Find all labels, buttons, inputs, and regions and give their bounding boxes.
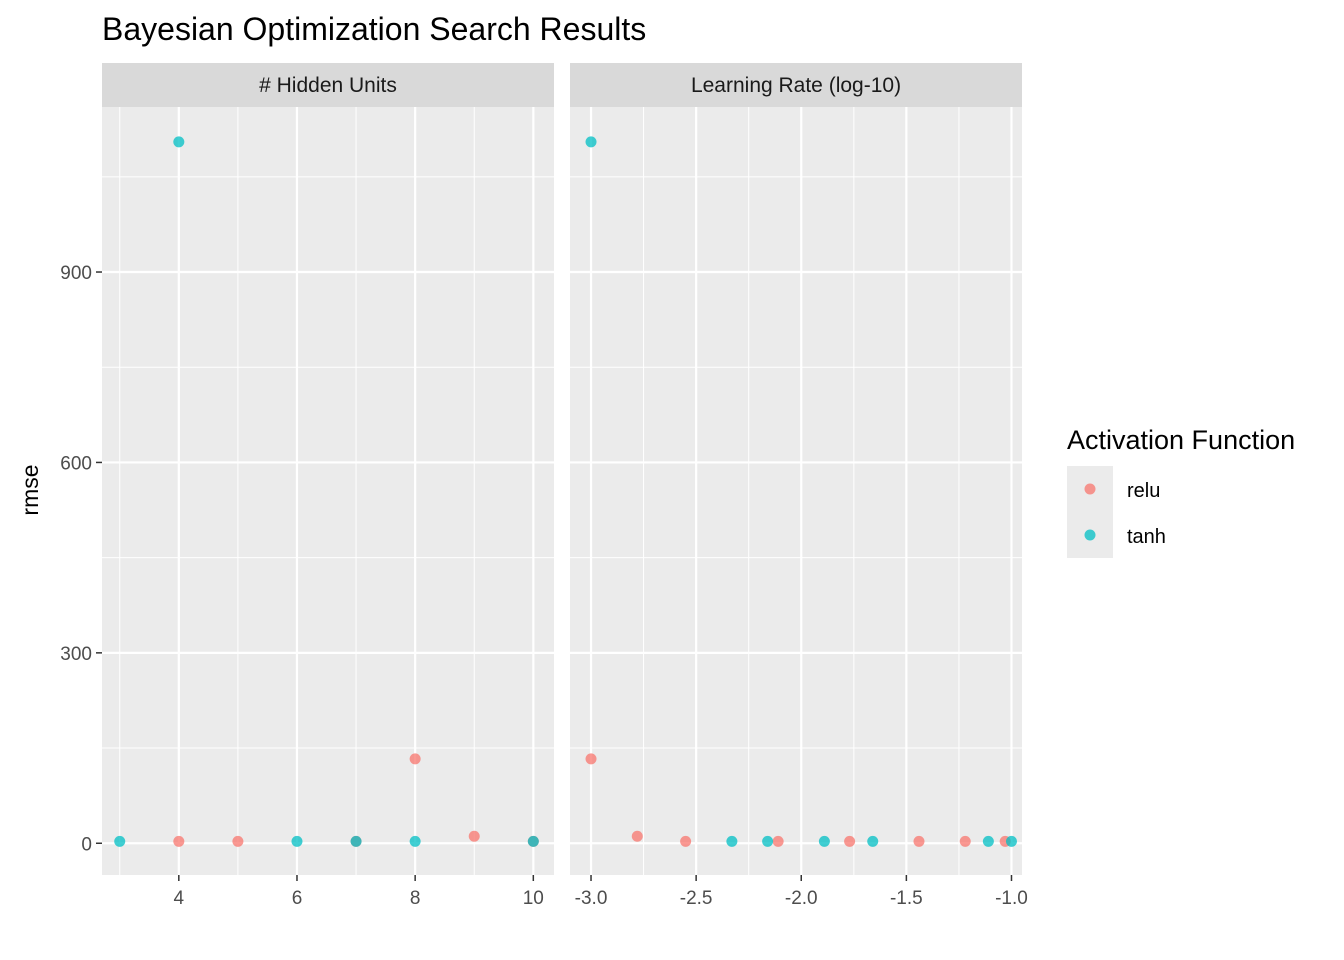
legend: Activation Function relu tanh xyxy=(1067,425,1295,558)
data-point-relu xyxy=(409,753,421,765)
x-tick-label: 8 xyxy=(410,888,421,909)
data-point-tanh xyxy=(867,835,879,847)
strip-background xyxy=(570,63,1022,107)
y-tick-label: 0 xyxy=(81,834,92,855)
x-tick-label: 4 xyxy=(174,888,185,909)
legend-label-relu: relu xyxy=(1127,480,1160,502)
data-point-tanh xyxy=(982,835,994,847)
data-point-tanh xyxy=(1005,835,1017,847)
y-tick-label: 600 xyxy=(60,453,92,474)
chart-title: Bayesian Optimization Search Results xyxy=(102,11,646,47)
data-point-tanh xyxy=(409,835,421,847)
x-tick-label: 10 xyxy=(523,888,544,909)
x-tick-label: -3.0 xyxy=(575,888,608,909)
data-point-relu xyxy=(173,835,185,847)
legend-key-tanh xyxy=(1084,529,1096,541)
data-point-relu xyxy=(844,835,856,847)
panel-1: # Hidden Units 4 6 8 10 xyxy=(102,63,554,909)
data-point-tanh xyxy=(291,835,303,847)
panel-background xyxy=(570,107,1022,875)
legend-key-background xyxy=(1067,466,1113,558)
y-axis-ticks: 0 300 600 900 xyxy=(60,263,102,855)
data-point-tanh xyxy=(527,835,539,847)
data-point-tanh xyxy=(762,835,774,847)
data-point-relu xyxy=(585,753,597,765)
data-point-relu xyxy=(468,830,480,842)
data-point-tanh xyxy=(350,835,362,847)
data-point-tanh xyxy=(726,835,738,847)
strip-label: # Hidden Units xyxy=(259,74,397,97)
strip-background xyxy=(102,63,554,107)
strip-label: Learning Rate (log-10) xyxy=(691,74,901,97)
x-tick-label: -1.5 xyxy=(890,888,923,909)
y-tick-label: 900 xyxy=(60,263,92,284)
panel-2: Learning Rate (log-10) -3.0 -2.5 -2.0 -1.5 -1… xyxy=(570,63,1028,909)
legend-key-relu xyxy=(1084,483,1096,495)
legend-title: Activation Function xyxy=(1067,425,1295,455)
data-point-tanh xyxy=(173,136,185,148)
x-tick-label: -2.5 xyxy=(680,888,713,909)
data-point-relu xyxy=(631,830,643,842)
x-tick-label: -2.0 xyxy=(785,888,818,909)
panels: # Hidden Units 4 6 8 10 Learning Rate (log-10… xyxy=(102,63,1028,909)
data-point-relu xyxy=(232,835,244,847)
data-point-tanh xyxy=(818,835,830,847)
panel-background xyxy=(102,107,554,875)
data-point-relu xyxy=(913,835,925,847)
data-point-relu xyxy=(772,835,784,847)
y-axis-title: rmse xyxy=(17,464,43,515)
legend-label-tanh: tanh xyxy=(1127,526,1166,548)
data-point-relu xyxy=(680,835,692,847)
y-tick-label: 300 xyxy=(60,644,92,665)
data-point-tanh xyxy=(585,136,597,148)
x-tick-label: -1.0 xyxy=(995,888,1028,909)
data-point-tanh xyxy=(114,835,126,847)
x-tick-label: 6 xyxy=(292,888,303,909)
data-point-relu xyxy=(959,835,971,847)
